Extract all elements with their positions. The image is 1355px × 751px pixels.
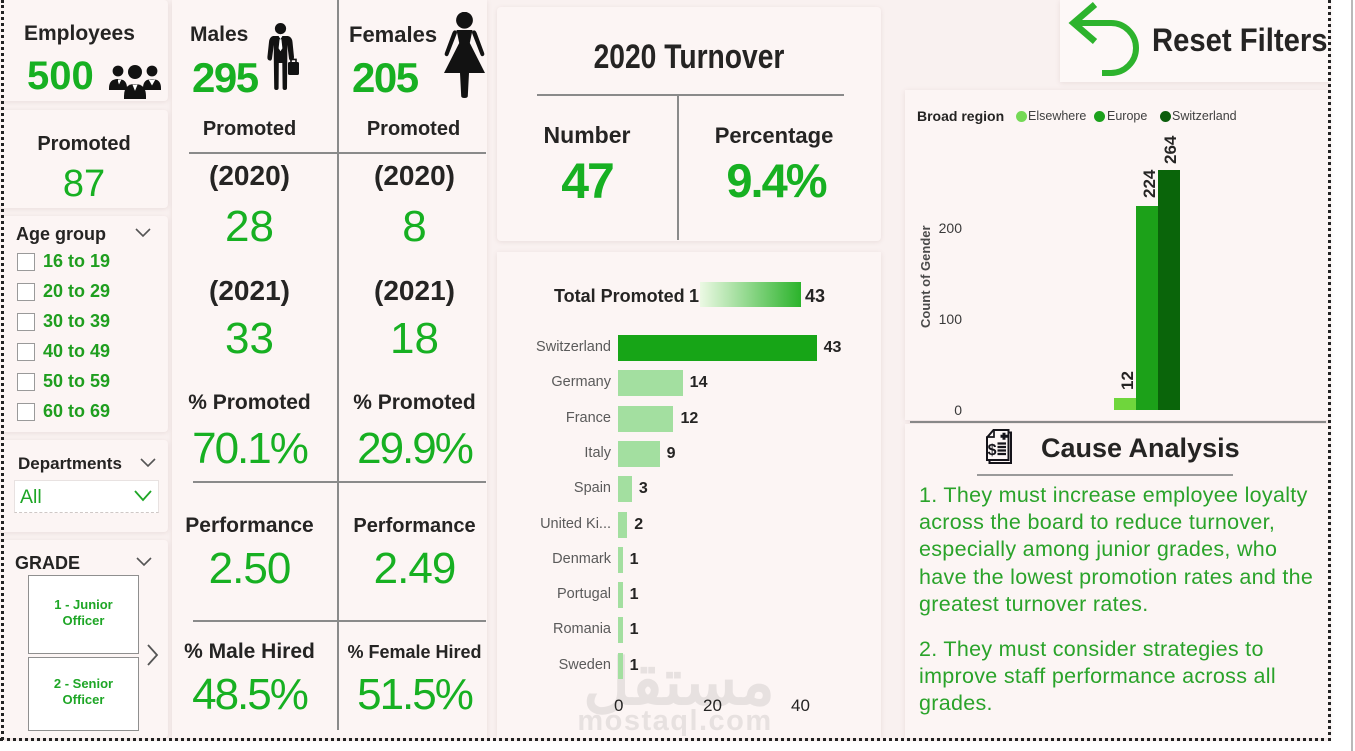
svg-text:$: $	[988, 442, 997, 459]
